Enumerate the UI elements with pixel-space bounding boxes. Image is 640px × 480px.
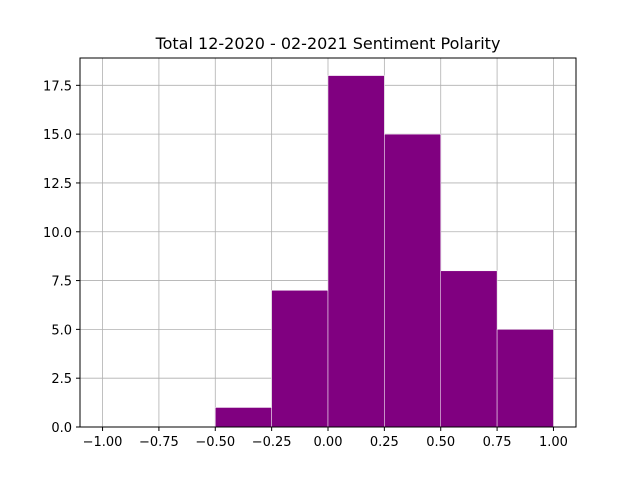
histogram-bar-2 [327, 75, 385, 428]
y-tick-label-0: 0.0 [51, 421, 72, 436]
y-tick-label-5: 12.5 [43, 177, 72, 192]
y-tick-label-3: 7.5 [51, 275, 72, 290]
x-tick-label-0: −1.00 [83, 435, 123, 450]
chart-title: Total 12-2020 - 02-2021 Sentiment Polari… [155, 34, 501, 53]
x-tick-label-8: 1.00 [539, 435, 568, 450]
x-tick-label-2: −0.50 [195, 435, 235, 450]
x-tick-label-4: 0.00 [314, 435, 343, 450]
histogram-bar-4 [440, 270, 498, 428]
histogram-bar-3 [384, 133, 441, 428]
x-tick-label-7: 0.75 [483, 435, 512, 450]
y-tick-label-1: 2.5 [51, 372, 72, 387]
x-tick-label-6: 0.50 [426, 435, 455, 450]
x-tick-label-1: −0.75 [139, 435, 179, 450]
histogram-bar-5 [496, 329, 554, 428]
y-tick-label-6: 15.0 [43, 128, 72, 143]
y-tick-label-7: 17.5 [43, 79, 72, 94]
x-tick-label-3: −0.25 [252, 435, 292, 450]
bars-layer [215, 75, 554, 428]
x-tick-label-5: 0.25 [370, 435, 399, 450]
y-tick-label-4: 10.0 [43, 226, 72, 241]
histogram-bar-0 [215, 407, 272, 428]
histogram-bar-1 [271, 290, 329, 428]
ticks-layer: −1.00 −0.75 −0.50 −0.25 0.00 0.25 0.50 0.75 1.00… [43, 79, 568, 450]
y-tick-label-2: 5.0 [51, 323, 72, 338]
